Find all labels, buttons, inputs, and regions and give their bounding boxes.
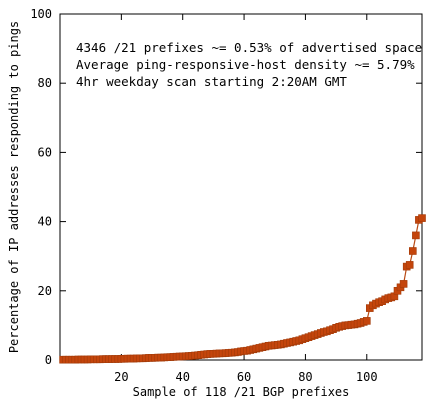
data-point [399,280,408,288]
data-point [405,261,414,269]
x-axis-title: Sample of 118 /21 BGP prefixes [133,385,350,399]
annotation-line: 4hr weekday scan starting 2:20AM GMT [76,74,347,89]
y-tick-label: 20 [38,284,52,298]
data-point [412,231,420,240]
x-tick-label: 20 [114,370,128,384]
x-tick-label: 100 [356,370,378,384]
y-tick-label: 60 [38,145,52,159]
y-tick-label: 80 [38,76,52,90]
y-tick-label: 0 [45,353,52,367]
x-tick-label: 40 [175,370,189,384]
data-point [418,214,426,222]
y-tick-label: 100 [30,7,52,21]
x-tick-label: 60 [237,370,251,384]
plot-area-frame [59,13,423,361]
x-tick-label: 80 [298,370,312,384]
annotation-line: Average ping-responsive-host density ~= … [76,57,415,72]
data-point [362,317,371,325]
annotation-line: 4346 /21 prefixes ~= 0.53% of advertised… [76,40,422,55]
y-tick-label: 40 [38,215,52,229]
y-axis-title: Percentage of IP addresses responding to… [7,21,21,353]
data-point [408,247,417,255]
series-line [63,217,423,361]
